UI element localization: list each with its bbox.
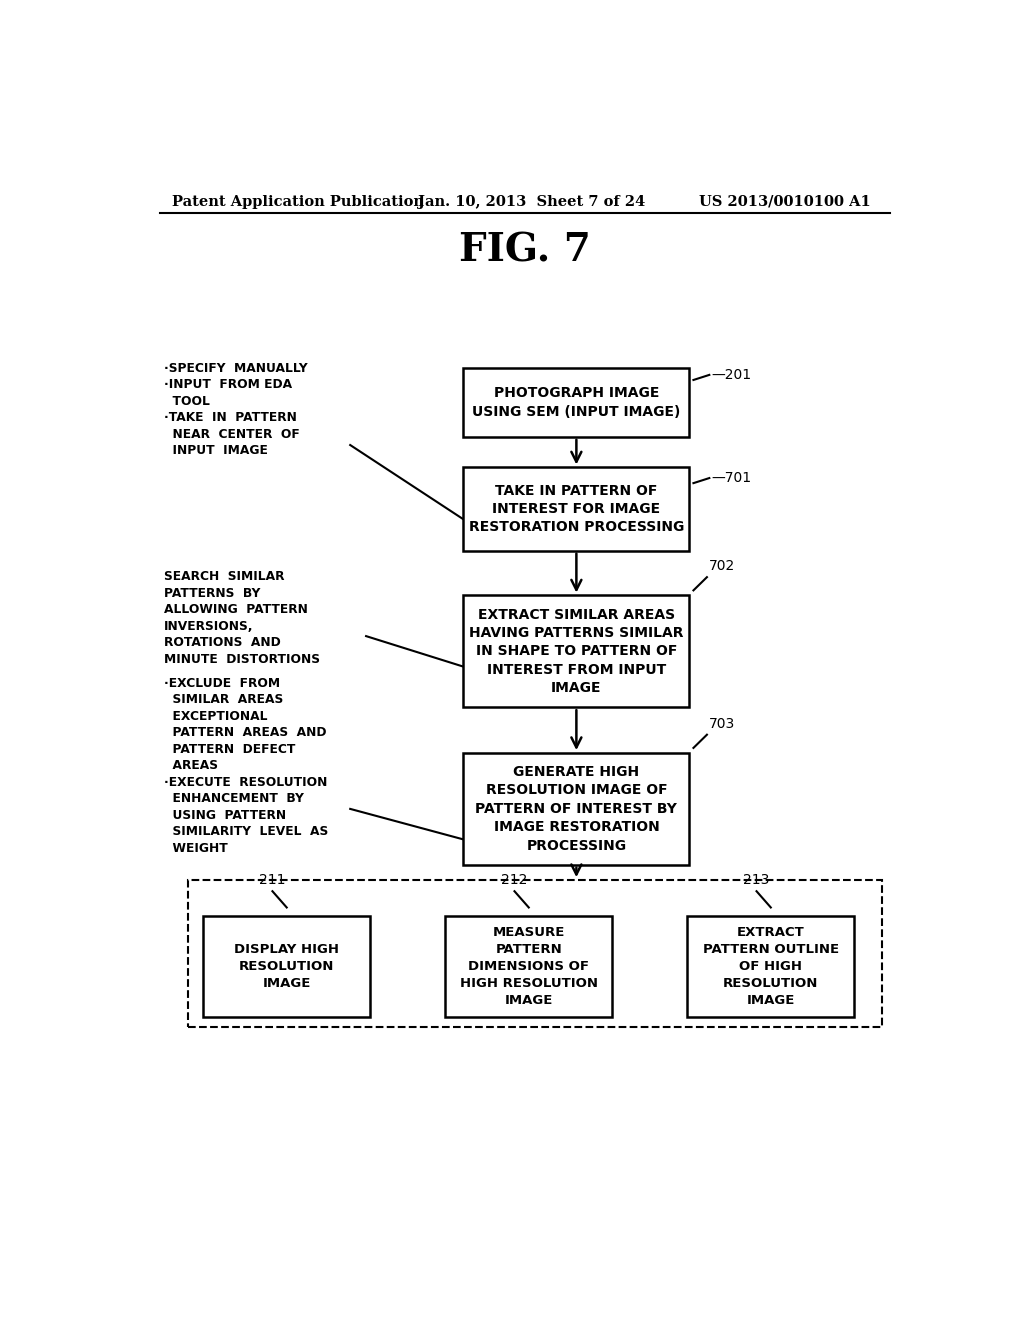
Bar: [463, 368, 689, 437]
Text: EXTRACT SIMILAR AREAS
HAVING PATTERNS SIMILAR
IN SHAPE TO PATTERN OF
INTEREST FR: EXTRACT SIMILAR AREAS HAVING PATTERNS SI…: [469, 607, 684, 696]
Text: 702: 702: [710, 560, 735, 573]
Text: SEARCH  SIMILAR
PATTERNS  BY
ALLOWING  PATTERN
INVERSIONS,
ROTATIONS  AND
MINUTE: SEARCH SIMILAR PATTERNS BY ALLOWING PATT…: [164, 570, 319, 665]
Text: TAKE IN PATTERN OF
INTEREST FOR IMAGE
RESTORATION PROCESSING: TAKE IN PATTERN OF INTEREST FOR IMAGE RE…: [469, 483, 684, 535]
Bar: [463, 467, 689, 550]
Text: 211: 211: [259, 873, 286, 887]
Bar: [463, 752, 689, 865]
Text: Jan. 10, 2013  Sheet 7 of 24: Jan. 10, 2013 Sheet 7 of 24: [418, 195, 645, 209]
Text: DISPLAY HIGH
RESOLUTION
IMAGE: DISPLAY HIGH RESOLUTION IMAGE: [234, 942, 339, 990]
Text: US 2013/0010100 A1: US 2013/0010100 A1: [699, 195, 871, 209]
Text: 212: 212: [502, 873, 527, 887]
Text: PHOTOGRAPH IMAGE
USING SEM (INPUT IMAGE): PHOTOGRAPH IMAGE USING SEM (INPUT IMAGE): [472, 387, 681, 418]
Text: ·SPECIFY  MANUALLY
·INPUT  FROM EDA
  TOOL
·TAKE  IN  PATTERN
  NEAR  CENTER  OF: ·SPECIFY MANUALLY ·INPUT FROM EDA TOOL ·…: [164, 362, 307, 457]
Bar: [687, 916, 854, 1018]
Text: 213: 213: [743, 873, 770, 887]
Text: ·EXCLUDE  FROM
  SIMILAR  AREAS
  EXCEPTIONAL
  PATTERN  AREAS  AND
  PATTERN  D: ·EXCLUDE FROM SIMILAR AREAS EXCEPTIONAL …: [164, 677, 328, 855]
Bar: [445, 916, 612, 1018]
Text: FIG. 7: FIG. 7: [459, 231, 591, 269]
Text: —201: —201: [712, 368, 752, 381]
Text: GENERATE HIGH
RESOLUTION IMAGE OF
PATTERN OF INTEREST BY
IMAGE RESTORATION
PROCE: GENERATE HIGH RESOLUTION IMAGE OF PATTER…: [475, 766, 677, 853]
Text: 703: 703: [710, 717, 735, 731]
Text: MEASURE
PATTERN
DIMENSIONS OF
HIGH RESOLUTION
IMAGE: MEASURE PATTERN DIMENSIONS OF HIGH RESOL…: [460, 925, 598, 1007]
Bar: [187, 880, 882, 1027]
Text: EXTRACT
PATTERN OUTLINE
OF HIGH
RESOLUTION
IMAGE: EXTRACT PATTERN OUTLINE OF HIGH RESOLUTI…: [702, 925, 839, 1007]
Bar: [204, 916, 370, 1018]
Bar: [463, 595, 689, 708]
Text: —701: —701: [712, 471, 752, 484]
Text: Patent Application Publication: Patent Application Publication: [172, 195, 424, 209]
